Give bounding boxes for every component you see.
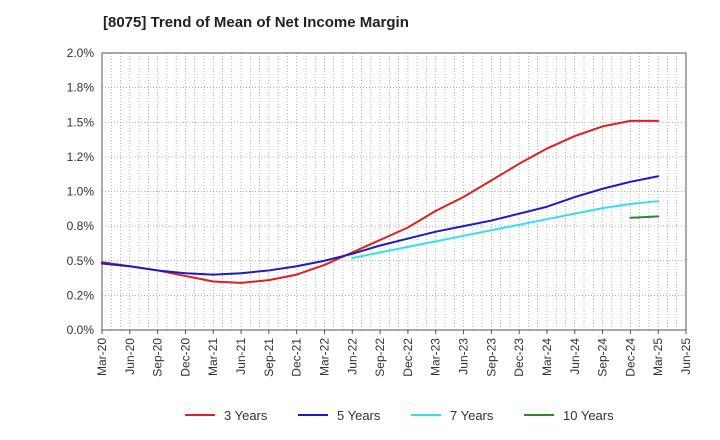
y-tick-label: 1.2% xyxy=(67,150,95,164)
x-tick-label: Mar-21 xyxy=(206,338,220,376)
x-tick-label: Jun-24 xyxy=(568,338,582,375)
x-tick-label: Jun-20 xyxy=(123,338,137,375)
axes: 0.0% 0.2% 0.5% 0.8% 1.0% 1.2% 1.5% 1.8% 2.0% Mar-… xyxy=(67,46,693,377)
x-tick-label: Dec-21 xyxy=(290,338,304,377)
x-tick-label: Dec-22 xyxy=(401,338,415,377)
legend-label: 10 Years xyxy=(563,408,614,423)
series-line-10-years xyxy=(629,215,660,219)
y-tick-label: 1.0% xyxy=(67,185,95,199)
x-tick-label: Sep-21 xyxy=(262,338,276,377)
x-tick-label: Sep-22 xyxy=(373,338,387,377)
legend-label: 7 Years xyxy=(450,408,494,423)
x-tick-label: Jun-25 xyxy=(679,338,693,375)
y-tick-label: 2.0% xyxy=(67,46,95,60)
y-tick-label: 1.5% xyxy=(67,115,95,129)
series-line-5-years xyxy=(101,175,660,276)
legend-label: 5 Years xyxy=(337,408,381,423)
y-tick-label: 0.0% xyxy=(67,323,95,337)
x-tick-label: Sep-24 xyxy=(596,338,610,377)
x-tick-label: Dec-24 xyxy=(623,338,637,377)
x-tick-label: Sep-23 xyxy=(484,338,498,377)
grid xyxy=(101,52,687,331)
y-tick-label: 1.8% xyxy=(67,81,95,95)
x-tick-label: Mar-25 xyxy=(651,338,665,376)
series-lines xyxy=(101,119,660,284)
x-tick-label: Jun-22 xyxy=(345,338,359,375)
x-tick-label: Dec-20 xyxy=(178,338,192,377)
legend: 3 Years 5 Years 7 Years 10 Years xyxy=(185,408,614,423)
x-tick-label: Mar-24 xyxy=(540,338,554,376)
x-tick-label: Mar-23 xyxy=(429,338,443,376)
x-tick-label: Sep-20 xyxy=(151,338,165,377)
y-tick-label: 0.8% xyxy=(67,219,95,233)
chart-title: [8075] Trend of Mean of Net Income Margi… xyxy=(103,14,409,31)
x-tick-label: Mar-20 xyxy=(95,338,109,376)
x-tick-label: Dec-23 xyxy=(512,338,526,377)
x-tick-label: Jun-21 xyxy=(234,338,248,375)
y-tick-label: 0.5% xyxy=(67,254,95,268)
x-tick-label: Jun-23 xyxy=(457,338,471,375)
legend-label: 3 Years xyxy=(224,408,268,423)
series-line-7-years xyxy=(351,200,660,259)
plot-area-border xyxy=(101,52,687,331)
series-line-3-years xyxy=(101,119,660,284)
y-tick-label: 0.2% xyxy=(67,288,95,302)
x-tick-label: Mar-22 xyxy=(317,338,331,376)
